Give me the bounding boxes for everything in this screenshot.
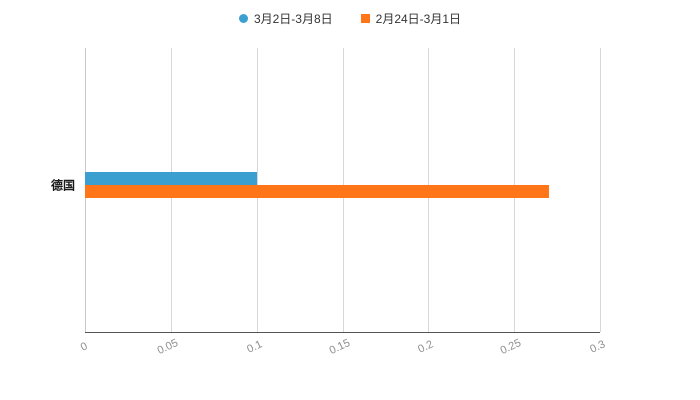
x-tick-label: 0.2 (416, 338, 436, 356)
plot-area (85, 48, 601, 333)
x-tick-label: 0.1 (245, 338, 265, 356)
x-axis: 0 0.05 0.1 0.15 0.2 0.25 0.3 (79, 333, 607, 373)
legend-item-week2[interactable]: 3月2日-3月8日 (238, 10, 333, 27)
bar-2月24日-3月1日[interactable] (85, 185, 549, 198)
x-tick-label: 0.25 (498, 337, 524, 357)
gridline (600, 48, 601, 332)
bar-3月2日-3月8日[interactable] (85, 172, 257, 185)
legend-marker-square-icon (360, 13, 370, 23)
legend-marker-circle-icon (238, 13, 248, 23)
legend-item-week1[interactable]: 2月24日-3月1日 (360, 10, 462, 27)
x-tick-label: 0.3 (588, 338, 608, 356)
x-tick-label: 0.15 (327, 337, 353, 357)
legend-label: 3月2日-3月8日 (253, 11, 333, 26)
legend-label: 2月24日-3月1日 (375, 11, 462, 26)
y-axis: 德国 (0, 48, 80, 332)
y-category-label: 德国 (50, 178, 75, 193)
x-tick-label: 0 (78, 340, 90, 354)
x-tick-label: 0.05 (155, 337, 181, 357)
legend: 3月2日-3月8日 2月24日-3月1日 (0, 8, 700, 28)
